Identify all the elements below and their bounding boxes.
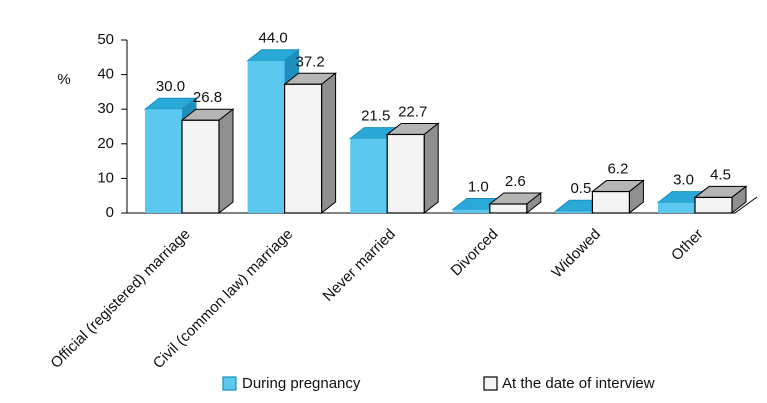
- bar: [488, 191, 543, 215]
- bar: [180, 108, 235, 215]
- bar: [283, 72, 338, 215]
- bar-side: [423, 122, 439, 215]
- y-tick-label: 50: [97, 31, 114, 48]
- value-label: 2.6: [505, 173, 526, 190]
- bar-front: [145, 109, 182, 213]
- y-tick-label: 0: [106, 204, 114, 221]
- bar-front: [350, 138, 388, 213]
- bar: [693, 185, 748, 215]
- x-tick-label: Other: [668, 226, 707, 265]
- bar-front: [284, 83, 323, 214]
- legend-swatch: [222, 376, 237, 391]
- floor-edge: [127, 196, 758, 214]
- value-label: 21.5: [361, 108, 390, 125]
- bar-front: [181, 119, 220, 214]
- y-tick-label: 30: [97, 100, 114, 117]
- value-label: 1.0: [468, 179, 489, 196]
- y-tick-label: 40: [97, 66, 114, 83]
- y-tick-label: 10: [97, 169, 114, 186]
- x-tick-label: Never married: [320, 226, 399, 305]
- bar-front: [591, 190, 631, 214]
- value-label: 3.0: [673, 172, 694, 189]
- bar-front: [694, 196, 733, 214]
- x-tick-label: Divorced: [448, 226, 502, 280]
- value-label: 6.2: [607, 161, 628, 178]
- bar-front: [247, 60, 285, 214]
- bar-front: [658, 202, 695, 213]
- bar-front: [489, 203, 528, 214]
- bar: [590, 179, 645, 215]
- legend-label: During pregnancy: [242, 375, 361, 392]
- bar-side: [218, 108, 234, 215]
- bar-front: [555, 211, 593, 213]
- y-tick-label: 20: [97, 135, 114, 152]
- bar-front: [452, 209, 490, 213]
- bar-side: [321, 72, 337, 215]
- legend-label: At the date of interview: [502, 375, 655, 392]
- value-label: 22.7: [398, 103, 427, 120]
- bar-front: [386, 133, 425, 214]
- legend-swatch: [483, 376, 498, 391]
- value-label: 26.8: [193, 89, 222, 106]
- x-tick-label: Widowed: [548, 226, 604, 282]
- value-label: 0.5: [570, 180, 591, 197]
- value-label: 4.5: [710, 166, 731, 183]
- y-axis-label: %: [57, 71, 70, 88]
- value-label: 44.0: [258, 30, 287, 47]
- value-label: 37.2: [295, 53, 324, 70]
- value-label: 30.0: [156, 78, 185, 95]
- bar: [385, 122, 440, 215]
